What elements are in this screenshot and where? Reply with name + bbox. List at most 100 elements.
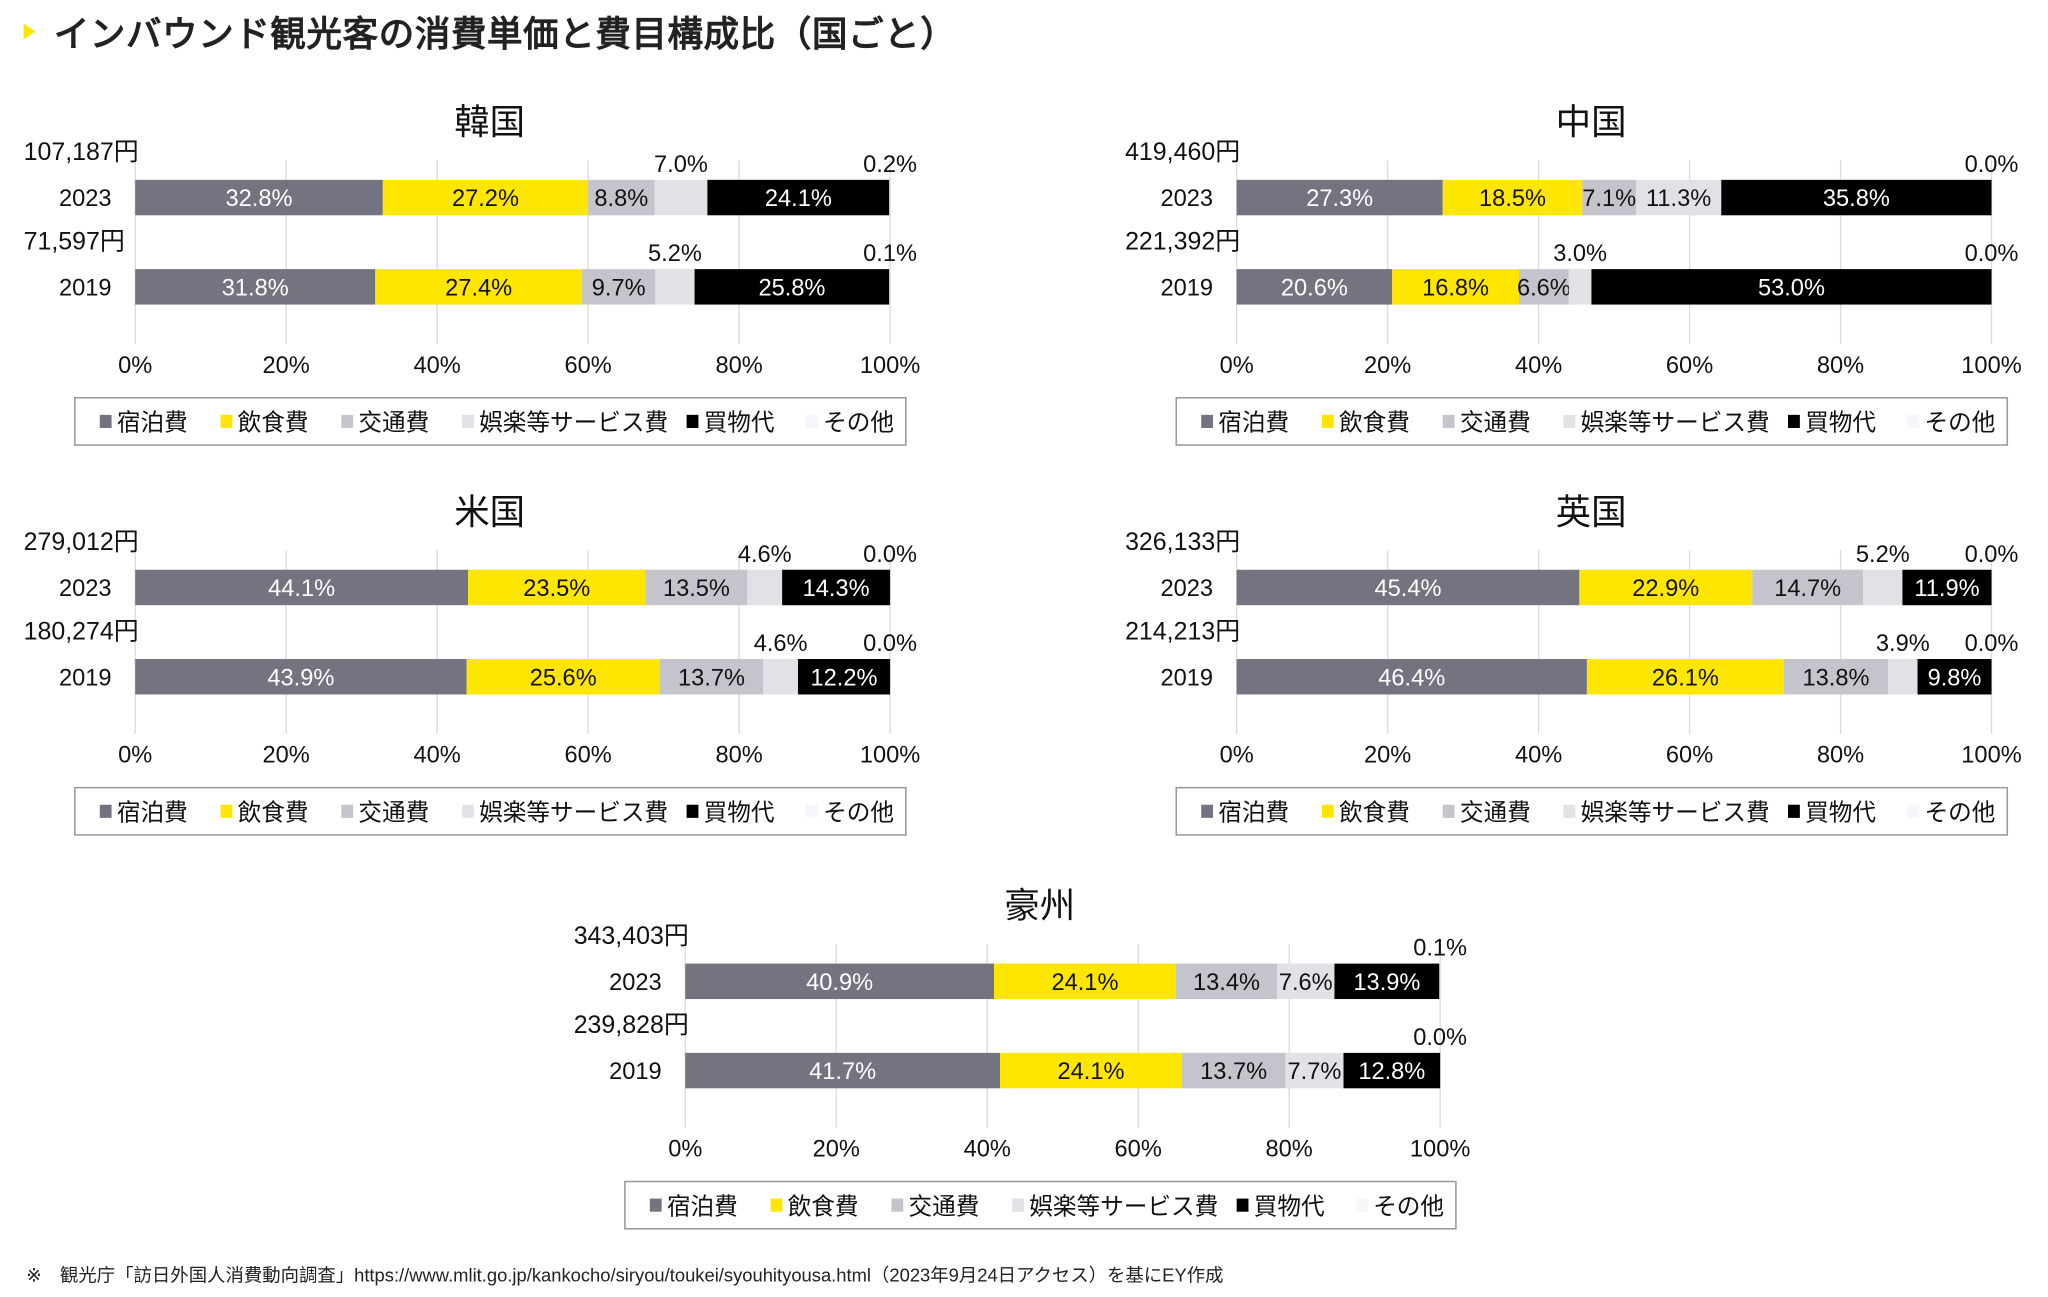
bar-segment-shopping: [1917, 659, 1992, 695]
bar-segment-food: [382, 179, 589, 216]
x-tick-label: 80%: [715, 743, 762, 769]
chart-4: 豪州 0% 20% 40% 60% 80% 100% 343,403円 2023 40.9% 24.…: [574, 886, 1470, 1230]
bar-segment-food: [1000, 1052, 1182, 1089]
legend-swatch-icon: [1442, 804, 1455, 818]
legend-swatch-icon: [1907, 414, 1920, 428]
bar-segment-entertainment: [1635, 179, 1722, 216]
year-label: 2019: [1160, 665, 1213, 691]
bar-segment-shopping: [782, 569, 891, 606]
data-label: 27.4%: [445, 275, 512, 301]
x-tick-label: 0%: [118, 353, 152, 379]
bar-segment-lodging: [1236, 569, 1580, 606]
data-label: 45.4%: [1375, 576, 1442, 602]
bar-segment-transport: [588, 179, 655, 216]
legend-swatch-icon: [649, 1198, 662, 1212]
data-label: 20.6%: [1281, 275, 1348, 301]
legend-swatch-icon: [220, 414, 233, 428]
amount-label: 180,274円: [24, 617, 139, 645]
year-label: 2019: [59, 275, 112, 301]
data-label: 0.2%: [863, 152, 917, 178]
year-label: 2023: [59, 576, 112, 602]
bar-segment-shopping: [1902, 569, 1992, 606]
x-tick-label: 40%: [414, 743, 461, 769]
data-label: 14.3%: [803, 576, 870, 602]
bar-segment-food: [1442, 179, 1583, 216]
legend-swatch-icon: [1321, 414, 1334, 428]
data-label: 0.0%: [1965, 542, 2019, 568]
legend-item-other: その他: [823, 800, 894, 827]
legend-swatch-icon: [770, 1198, 783, 1212]
bar-segment-lodging: [135, 179, 383, 216]
legend-swatch-icon: [806, 804, 818, 818]
legend-item-entertainment: 娯楽等サービス費: [479, 410, 668, 437]
legend-item-food: 飲食費: [788, 1193, 859, 1220]
legend-swatch-icon: [1236, 1198, 1249, 1212]
legend-swatch-icon: [462, 414, 474, 428]
amount-label: 419,460円: [1125, 138, 1240, 166]
data-label: 24.1%: [1058, 1059, 1125, 1085]
data-label: 7.1%: [1582, 186, 1636, 212]
bar-segment-transport: [1175, 963, 1278, 1000]
legend-item-shopping: 買物代: [704, 800, 775, 827]
data-label: 32.8%: [226, 186, 293, 212]
data-label: 43.9%: [267, 665, 334, 691]
legend-item-shopping: 買物代: [1805, 800, 1876, 827]
bar-segment-transport: [1518, 269, 1569, 305]
bar-segment-shopping: [1721, 179, 1992, 216]
legend-swatch-icon: [1563, 414, 1576, 428]
legend-item-entertainment: 娯楽等サービス費: [479, 800, 668, 827]
data-label: 13.4%: [1193, 970, 1260, 996]
data-label: 12.8%: [1358, 1059, 1425, 1085]
chart-2: 米国 0% 20% 40% 60% 80% 100% 279,012円 2023 44.1% 23.…: [24, 492, 920, 836]
x-tick-label: 60%: [1115, 1137, 1162, 1163]
legend-item-food: 飲食費: [1339, 800, 1410, 827]
data-label: 35.8%: [1823, 186, 1890, 212]
triangle-bullet-icon: [23, 22, 36, 39]
legend-item-entertainment: 娯楽等サービス費: [1029, 1193, 1218, 1220]
legend-swatch-icon: [1563, 804, 1576, 818]
bar-segment-entertainment: [1888, 659, 1918, 695]
x-tick-label: 0%: [1220, 743, 1254, 769]
year-label: 2023: [1160, 576, 1213, 602]
data-label: 6.6%: [1517, 275, 1571, 301]
x-tick-label: 100%: [860, 743, 920, 769]
bar-segment-entertainment: [763, 659, 798, 695]
legend-item-food: 飲食費: [238, 410, 309, 437]
bar-segment-lodging: [1236, 659, 1587, 695]
bar-segment-entertainment: [1568, 269, 1592, 305]
data-label: 41.7%: [809, 1059, 876, 1085]
data-label: 44.1%: [268, 576, 335, 602]
data-label: 3.0%: [1553, 241, 1607, 267]
legend-item-transport: 交通費: [358, 410, 429, 437]
legend-item-shopping: 買物代: [1805, 410, 1876, 437]
chart-1: 中国 0% 20% 40% 60% 80% 100% 419,460円 2023 27.3% 18.…: [1125, 102, 2022, 446]
bar-segment-other: [1439, 963, 1441, 1000]
amount-label: 279,012円: [24, 528, 139, 556]
bar-segment-shopping: [1343, 1052, 1441, 1089]
x-tick-label: 60%: [1666, 353, 1713, 379]
amount-label: 71,597円: [24, 227, 125, 255]
x-tick-label: 40%: [1515, 353, 1562, 379]
data-label: 11.9%: [1914, 576, 1979, 602]
bar-segment-food: [466, 659, 660, 695]
data-label: 7.6%: [1279, 970, 1333, 996]
x-tick-label: 20%: [263, 353, 310, 379]
page-title: インバウンド観光客の消費単価と費目構成比（国ごと）: [53, 14, 957, 54]
bar-segment-lodging: [685, 1052, 1001, 1089]
x-tick-label: 100%: [1410, 1137, 1470, 1163]
amount-label: 239,828円: [574, 1011, 689, 1039]
data-label: 9.8%: [1928, 665, 1982, 691]
data-label: 31.8%: [222, 275, 289, 301]
data-label: 18.5%: [1479, 186, 1546, 212]
bar-segment-transport: [659, 659, 764, 695]
chart-0: 韓国 0% 20% 40% 60% 80% 100% 107,187円 2023 32.8% 27.…: [24, 102, 920, 446]
data-label: 25.8%: [758, 275, 825, 301]
data-label: 46.4%: [1378, 665, 1445, 691]
data-label: 3.9%: [1876, 631, 1930, 657]
source-footnote: ※ 観光庁「訪日外国人消費動向調査」https://www.mlit.go.jp…: [26, 1264, 1224, 1286]
legend-swatch-icon: [806, 414, 818, 428]
bar-segment-lodging: [685, 963, 995, 1000]
bar-segment-entertainment: [1285, 1052, 1344, 1089]
bar-segment-food: [994, 963, 1176, 1000]
